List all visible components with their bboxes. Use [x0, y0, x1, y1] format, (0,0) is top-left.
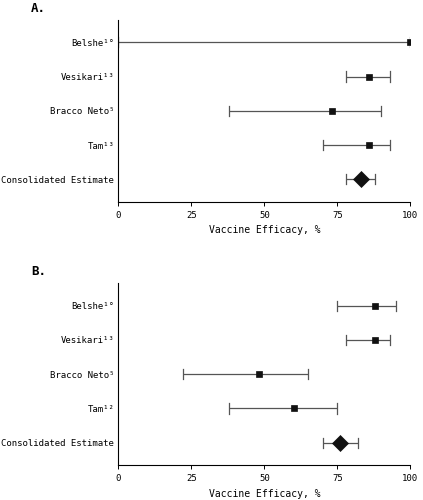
- Text: A.: A.: [31, 2, 46, 15]
- X-axis label: Vaccine Efficacy, %: Vaccine Efficacy, %: [209, 488, 320, 498]
- Text: B.: B.: [31, 265, 46, 278]
- X-axis label: Vaccine Efficacy, %: Vaccine Efficacy, %: [209, 225, 320, 235]
